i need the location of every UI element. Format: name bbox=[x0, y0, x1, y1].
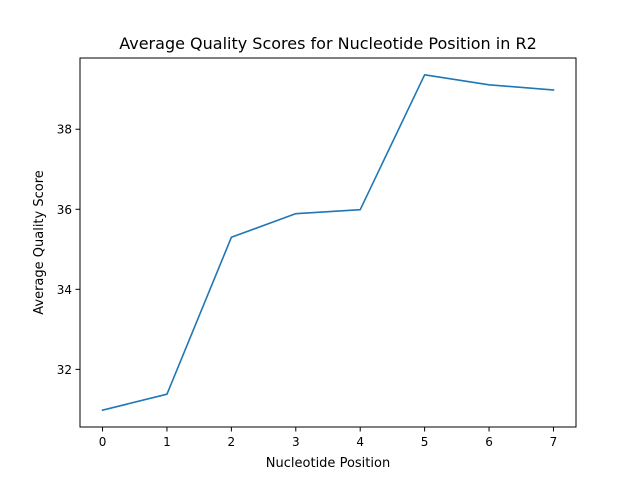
x-tick-label: 7 bbox=[550, 435, 558, 449]
x-axis-label: Nucleotide Position bbox=[266, 456, 390, 471]
series-line bbox=[101, 74, 555, 412]
x-tick-label: 5 bbox=[421, 435, 429, 449]
y-tick-label: 32 bbox=[57, 363, 72, 377]
x-tick-label: 1 bbox=[163, 435, 171, 449]
x-tick-label: 6 bbox=[485, 435, 493, 449]
plot-frame bbox=[79, 57, 577, 428]
y-tick-label: 38 bbox=[57, 123, 72, 137]
y-axis-label: Average Quality Score bbox=[32, 170, 47, 315]
series-layer bbox=[101, 74, 555, 412]
y-tick-label: 34 bbox=[57, 283, 72, 297]
x-tick-label: 2 bbox=[228, 435, 236, 449]
x-tick-label: 3 bbox=[292, 435, 300, 449]
y-tick-label: 36 bbox=[57, 203, 72, 217]
x-tick-label: 0 bbox=[99, 435, 107, 449]
chart-title: Average Quality Scores for Nucleotide Po… bbox=[119, 34, 537, 53]
x-tick-label: 4 bbox=[356, 435, 364, 449]
